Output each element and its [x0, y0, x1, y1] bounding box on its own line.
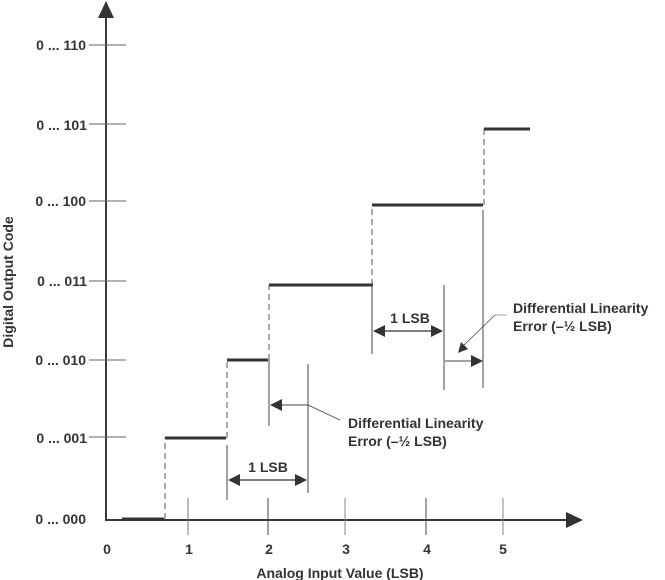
y-tick-label: 0 ... 110	[36, 37, 86, 53]
arrow-left-icon	[270, 399, 282, 411]
x-axis-arrow-icon	[566, 512, 583, 528]
x-axis	[105, 498, 583, 535]
y-tick-labels: 0 ... 110 0 ... 101 0 ... 100 0 ... 011 …	[35, 37, 87, 527]
lower-dle-arrow: Differential Linearity Error (–½ LSB)	[270, 399, 484, 449]
x-tick-label: 2	[265, 541, 273, 557]
upper-dle-arrow: Differential Linearity Error (–½ LSB)	[445, 300, 649, 367]
upper-dle-label-line1: Differential Linearity	[513, 300, 649, 316]
lower-lsb-label: 1 LSB	[248, 459, 288, 475]
lower-annotation-guides	[226, 360, 309, 500]
upper-dle-label-line2: Error (–½ LSB)	[513, 318, 612, 334]
x-axis-label: Analog Input Value (LSB)	[256, 565, 423, 580]
arrow-left-icon	[228, 474, 240, 486]
y-axis	[89, 1, 126, 520]
arrow-right-icon	[471, 355, 483, 367]
lower-lsb-span: 1 LSB	[228, 459, 307, 486]
y-tick-label: 0 ... 010	[35, 352, 86, 368]
y-tick-label: 0 ... 100	[35, 193, 86, 209]
x-tick-label: 1	[185, 541, 193, 557]
step-function	[122, 127, 530, 521]
y-axis-label: Digital Output Code	[0, 216, 16, 348]
lower-dle-label-line2: Error (–½ LSB)	[348, 433, 447, 449]
arrow-pointer-icon	[458, 342, 468, 353]
arrow-right-icon	[431, 325, 443, 337]
x-tick-label: 4	[423, 541, 431, 557]
y-tick-label: 0 ... 011	[37, 273, 87, 289]
step-risers	[164, 129, 485, 519]
y-tick-label: 0 ... 001	[36, 430, 87, 446]
y-tick-label: 0 ... 101	[36, 117, 87, 133]
y-axis-arrow-icon	[98, 1, 114, 18]
x-tick-labels: 0 1 2 3 4 5	[103, 541, 507, 557]
upper-lsb-span: 1 LSB	[373, 310, 443, 337]
x-tick-label: 3	[342, 541, 350, 557]
x-tick-label: 5	[499, 541, 507, 557]
upper-annotation-guides	[371, 210, 484, 390]
arrow-right-icon	[295, 474, 307, 486]
arrow-left-icon	[373, 325, 385, 337]
lower-dle-label-line1: Differential Linearity	[348, 415, 484, 431]
x-tick-label: 0	[103, 541, 111, 557]
upper-lsb-label: 1 LSB	[390, 310, 430, 326]
y-tick-label: 0 ... 000	[35, 511, 86, 527]
